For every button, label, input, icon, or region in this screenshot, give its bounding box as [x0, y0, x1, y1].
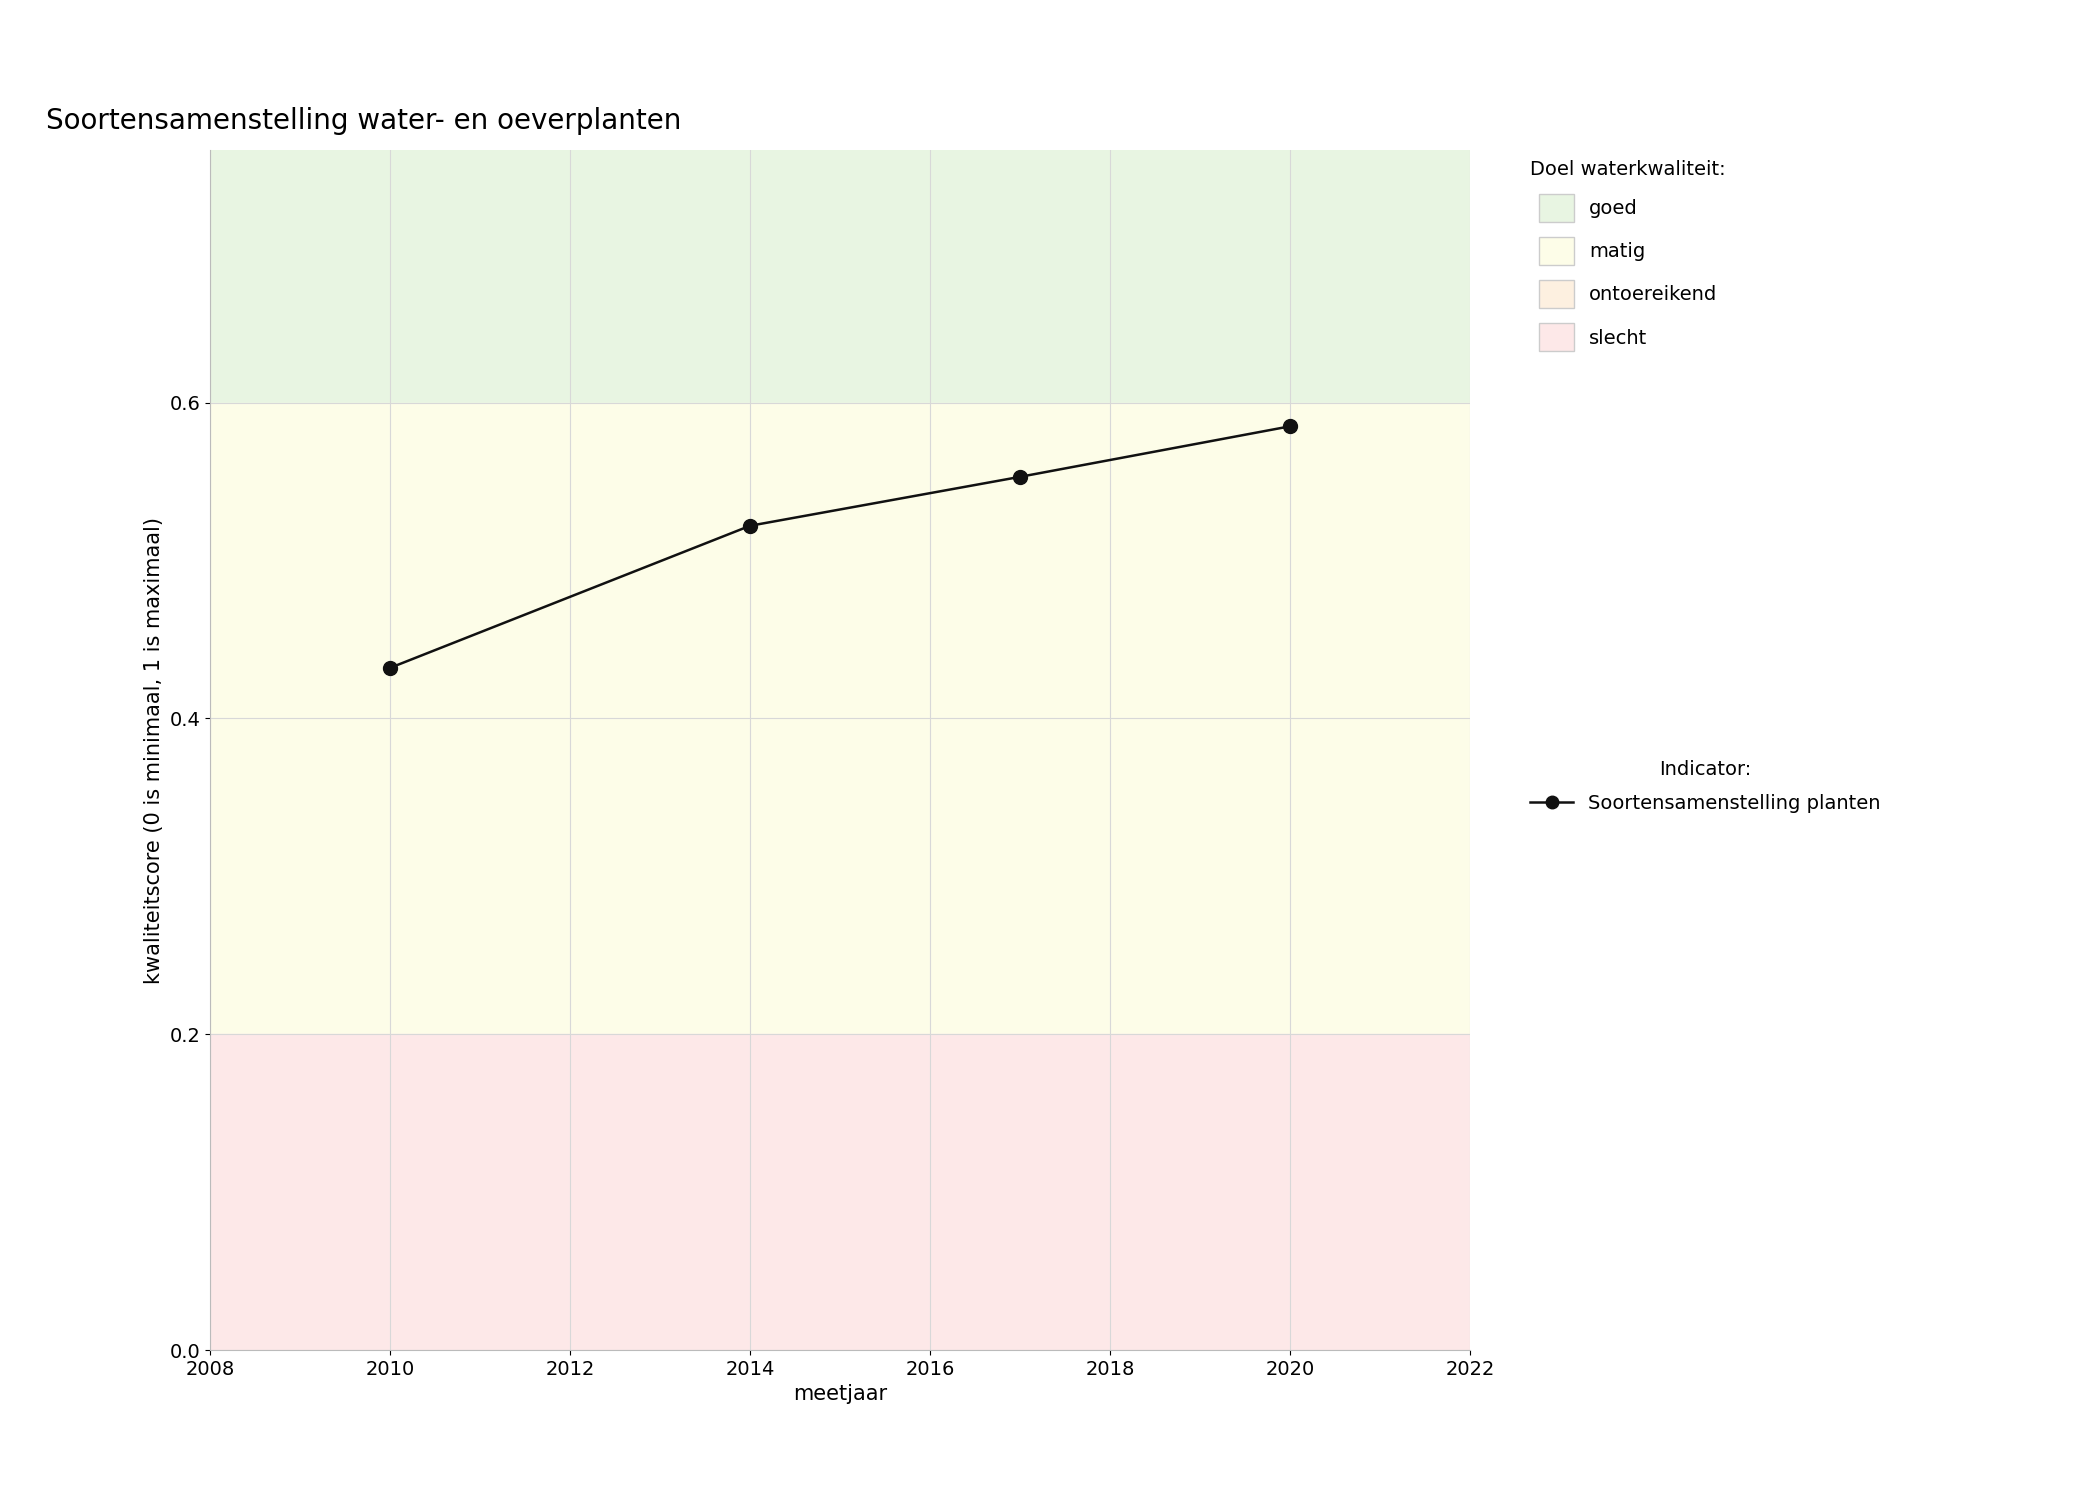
X-axis label: meetjaar: meetjaar — [794, 1384, 886, 1404]
Bar — [210, 1034, 1470, 1350]
Text: Soortensamenstelling water- en oeverplanten: Soortensamenstelling water- en oeverplan… — [46, 106, 682, 135]
Bar — [210, 150, 1470, 402]
Legend: Soortensamenstelling planten: Soortensamenstelling planten — [1531, 759, 1882, 813]
Bar — [210, 402, 1470, 1034]
Y-axis label: kwaliteitscore (0 is minimaal, 1 is maximaal): kwaliteitscore (0 is minimaal, 1 is maxi… — [143, 516, 164, 984]
